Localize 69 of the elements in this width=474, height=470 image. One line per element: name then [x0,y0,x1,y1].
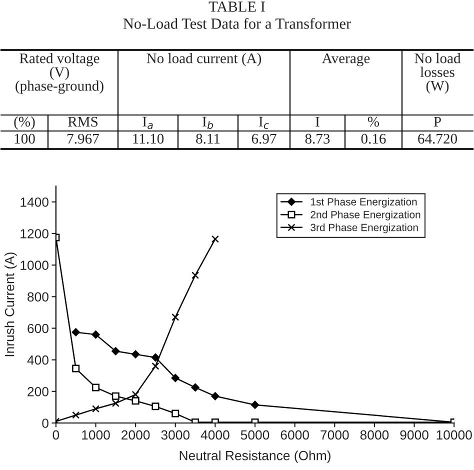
y-tick-label: 1400 [20,197,48,207]
point [172,313,180,321]
y-tick-label: 600 [28,324,48,334]
y-tick-label: 1000 [20,260,48,270]
text: % [368,116,380,127]
x-tick-label: 4000 [200,430,230,440]
point [211,235,219,243]
point [92,405,100,413]
text: No load current (A) [146,53,262,66]
text: RMS [68,116,98,127]
point [72,328,80,336]
text: 6.97 [252,134,276,144]
x-tick-label: 6000 [280,430,309,440]
text: 8.73 [305,134,330,144]
text: Average [322,53,370,66]
point [151,353,160,362]
text: 11.10 [133,134,164,144]
legend-label: 2nd Phase Energization [310,210,420,220]
x-tick-label: 5000 [240,430,270,440]
y-tick-label: 200 [28,386,48,396]
point [171,374,180,382]
text: I$_{c}$ [258,116,269,129]
point [211,392,220,400]
point [191,383,200,392]
point [112,400,120,408]
x-tick-label: 8000 [360,430,389,440]
x-tick-label: 9000 [400,430,428,440]
point [92,330,100,339]
point [172,410,180,418]
point [112,392,120,400]
point [152,402,160,410]
text: P [434,116,441,127]
point [132,397,140,405]
text: I$_{a}$ [142,116,153,129]
text: No load losses (W) [414,53,461,94]
text: No-Load Test Data for a Transformer [123,18,351,29]
y-tick-label: 400 [27,355,48,365]
text: 64.720 [418,134,457,144]
y-tick-label: 1200 [20,229,48,238]
point [112,347,120,356]
x-axis-title: Neutral Resistance (Ohm) [180,450,330,463]
point [250,400,260,409]
point [192,272,200,280]
x-tick-label: 1000 [82,430,110,440]
text: 7.967 [68,134,99,144]
point [92,384,100,392]
text: 8.11 [196,134,220,144]
x-tick-label: 0 [52,430,60,440]
point [152,362,160,370]
legend-label: 3rd Phase Energization [310,224,418,234]
x-tick-label: 10000 [436,430,472,440]
point [72,411,80,419]
x-tick-label: 2000 [122,430,150,440]
x-tick-label: 7000 [320,430,349,440]
text: (%) [14,116,35,130]
point [132,350,140,358]
text: 0.16 [361,134,386,144]
point [132,390,140,398]
text: I$_{b}$ [202,116,214,129]
text: TABLE I [208,2,265,12]
point [72,364,80,372]
x-tick-label: 3000 [161,430,190,440]
text: Rated voltage (V) (phase-ground) [16,53,104,94]
y-tick-label: 800 [28,292,48,302]
legend-label: 1st Phase Energization [311,198,417,208]
y-axis-title: Inrush Current (A) [4,252,17,356]
y-tick-label: 0 [42,418,48,428]
text: I [316,116,320,127]
text: 100 [14,134,35,144]
